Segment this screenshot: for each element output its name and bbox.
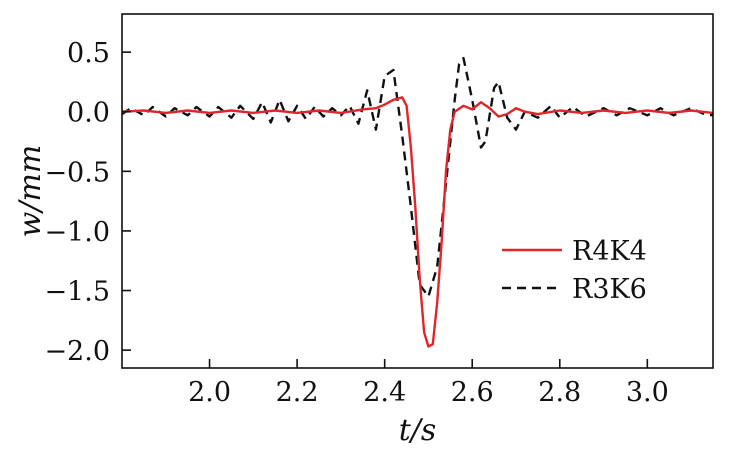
legend: R4K4 R3K6 bbox=[494, 228, 694, 308]
y-tick-label: −0.5 bbox=[44, 157, 110, 188]
legend-label-r3k6: R3K6 bbox=[572, 274, 647, 305]
x-tick-label: 2.4 bbox=[363, 377, 406, 408]
x-tick-label: 3.0 bbox=[626, 377, 669, 408]
y-tick-label: −1.5 bbox=[44, 277, 110, 308]
y-tick-label: −2.0 bbox=[44, 336, 110, 367]
series-line-r3k6 bbox=[121, 56, 714, 298]
y-tick-label: 0.5 bbox=[67, 38, 110, 69]
series-layer bbox=[121, 56, 714, 348]
y-axis-label: w/mm bbox=[13, 145, 48, 238]
legend-box bbox=[494, 228, 694, 308]
y-tick-label: 0.0 bbox=[67, 98, 110, 129]
x-tick-label: 2.2 bbox=[276, 377, 319, 408]
x-tick-label: 2.0 bbox=[188, 377, 231, 408]
x-tick-label: 2.6 bbox=[451, 377, 494, 408]
y-tick-label: −1.0 bbox=[44, 217, 110, 248]
legend-label-r4k4: R4K4 bbox=[572, 236, 647, 267]
x-axis-label: t/s bbox=[399, 413, 437, 448]
ticks-layer: 2.0 2.2 2.4 2.6 2.8 3.0 0.5 0.0 −0.5 −1.0 −1.5 −2.0 bbox=[44, 38, 668, 408]
series-line-r4k4 bbox=[121, 96, 714, 348]
plot-frame bbox=[121, 13, 714, 369]
x-tick-label: 2.8 bbox=[538, 377, 581, 408]
